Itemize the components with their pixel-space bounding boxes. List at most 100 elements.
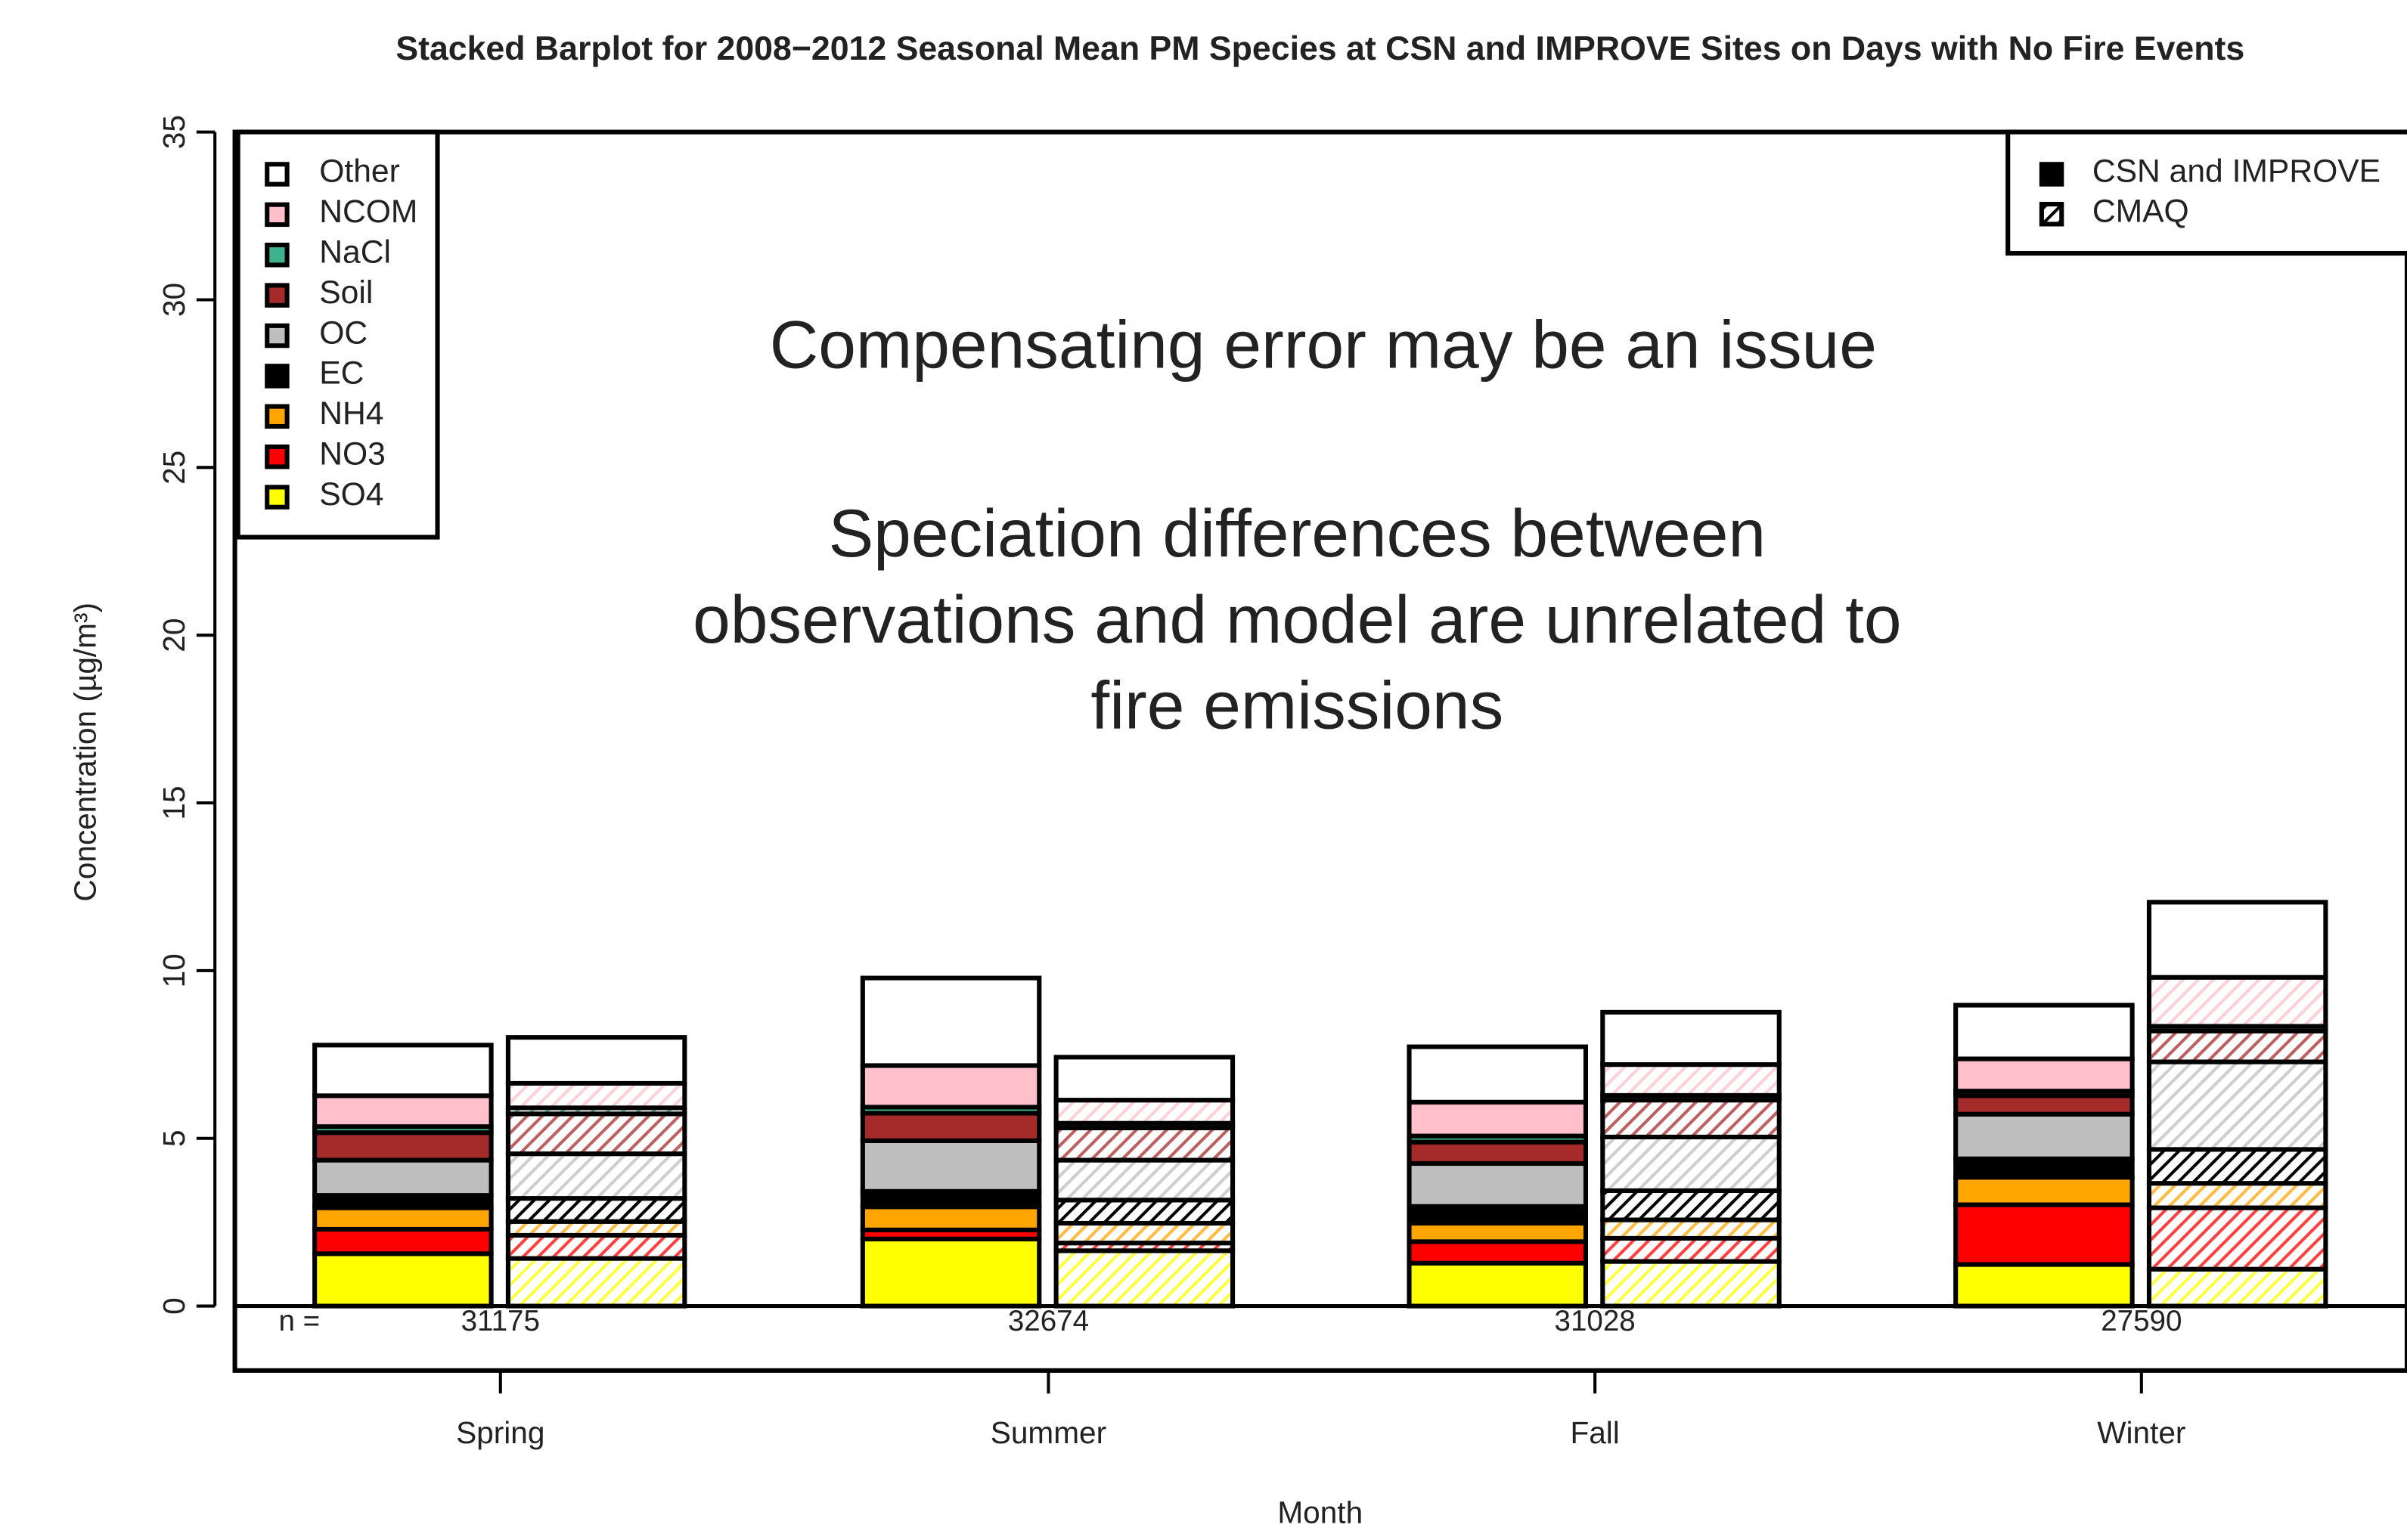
legend-frame (235, 129, 440, 540)
bar-segment (860, 1063, 1042, 1110)
bar-segment (1953, 1262, 2135, 1309)
annotation: fire emissions (1090, 668, 1503, 743)
bar-segment (1953, 1056, 2135, 1094)
y-tick-label: 35 (157, 115, 191, 149)
bar-segment (1953, 1156, 2135, 1180)
bar-segment (1053, 1125, 1236, 1163)
bar-segment (505, 1035, 687, 1086)
bar-segment (1407, 1139, 1589, 1167)
legend-swatch (265, 283, 290, 308)
legend-label: EC (319, 355, 364, 392)
bar-segment (1407, 1220, 1589, 1244)
bar-segment (505, 1256, 687, 1309)
bar-segment (1600, 1134, 1782, 1193)
bar-segment (1600, 1098, 1782, 1139)
legend-label: OC (319, 315, 368, 351)
legend-label: NH4 (319, 395, 383, 432)
x-tick-label: Fall (1570, 1415, 1619, 1450)
legend-swatch (265, 485, 290, 510)
x-tick-label: Spring (456, 1415, 544, 1450)
bar-segment (312, 1093, 494, 1129)
bar-segment (1600, 1235, 1782, 1264)
bar-segment (1407, 1260, 1589, 1309)
x-tick-label: Winter (2097, 1415, 2185, 1450)
legend-swatch (265, 404, 290, 429)
bar-segment (2146, 975, 2328, 1029)
bar-segment (1953, 1002, 2135, 1061)
legend-swatch (265, 323, 290, 349)
bar-segment (860, 1138, 1042, 1194)
annotation: Compensating error may be an issue (770, 306, 1877, 382)
bar-segment (1407, 1239, 1589, 1266)
legend-label: Other (319, 153, 400, 190)
x-axis-label: Month (1277, 1495, 1363, 1529)
bar-segment (860, 1236, 1042, 1309)
legend-label: NO3 (319, 435, 386, 472)
legend-label: NCOM (319, 194, 417, 230)
bar-segment (505, 1196, 687, 1224)
bar-segment (1600, 1062, 1782, 1098)
legend-swatch (265, 364, 290, 389)
y-tick-label: 30 (157, 283, 191, 317)
bar-segment (505, 1080, 687, 1111)
bar-segment (312, 1205, 494, 1232)
legend-label: CMAQ (2092, 193, 2189, 229)
bar-segment (312, 1130, 494, 1163)
legend-swatch (265, 202, 290, 228)
n-count: 31175 (461, 1305, 540, 1337)
bar-segment (312, 1043, 494, 1098)
n-count: 27590 (2101, 1305, 2182, 1337)
bar-segment (1407, 1099, 1589, 1139)
bar-segment (1053, 1198, 1236, 1226)
bar-segment (860, 1111, 1042, 1143)
y-tick-label: 20 (157, 618, 191, 652)
y-axis-label: Concentration (µg/m³) (67, 603, 102, 901)
bar-segment (2146, 1205, 2328, 1272)
bar-segment (1953, 1111, 2135, 1161)
y-tick-label: 0 (157, 1297, 191, 1315)
bar-segment (2146, 1147, 2328, 1186)
bar-segment (2146, 1028, 2328, 1064)
y-tick-label: 5 (157, 1129, 191, 1147)
bar-segment (1600, 1188, 1782, 1222)
y-tick-label: 25 (157, 451, 191, 485)
bar-segment (312, 1157, 494, 1198)
bar-segment (1953, 1093, 2135, 1117)
y-tick-label: 15 (157, 785, 191, 820)
bar-segment (1600, 1009, 1782, 1067)
legend-swatch (265, 162, 290, 187)
legend-swatch (2039, 202, 2064, 227)
bar-segment (1953, 1202, 2135, 1267)
bar-segment (2146, 1059, 2328, 1152)
annotation: Speciation differences between (829, 495, 1766, 571)
bar-segment (505, 1151, 687, 1201)
legend-label: SO4 (319, 476, 383, 513)
bar-segment (1953, 1175, 2135, 1207)
bar-segment (2146, 1181, 2328, 1210)
bar-segment (860, 975, 1042, 1068)
legend-swatch (2039, 162, 2064, 187)
bar-segment (1053, 1157, 1236, 1203)
n-label: n = (279, 1305, 321, 1337)
bar-segment (860, 1204, 1042, 1232)
bar-segment (312, 1251, 494, 1309)
bar-segment (2146, 900, 2328, 980)
x-tick-label: Summer (991, 1415, 1106, 1450)
bar-segment (1053, 1098, 1236, 1126)
legend-label: Soil (319, 274, 373, 311)
bar-segment (1053, 1248, 1236, 1309)
bar-segment (860, 1188, 1042, 1210)
annotation: observations and model are unrelated to (693, 581, 1901, 657)
legend-label: CSN and IMPROVE (2092, 153, 2381, 190)
bar-segment (1600, 1259, 1782, 1309)
bar-segment (1407, 1160, 1589, 1209)
legend-swatch (265, 444, 290, 469)
bar-segment (312, 1226, 494, 1256)
n-count: 31028 (1555, 1305, 1636, 1337)
legend-frame (2005, 129, 2407, 256)
bar-segment (1600, 1217, 1782, 1241)
legend-label: NaCl (319, 234, 391, 270)
bar-segment (2146, 1266, 2328, 1309)
bar-segment (505, 1111, 687, 1157)
